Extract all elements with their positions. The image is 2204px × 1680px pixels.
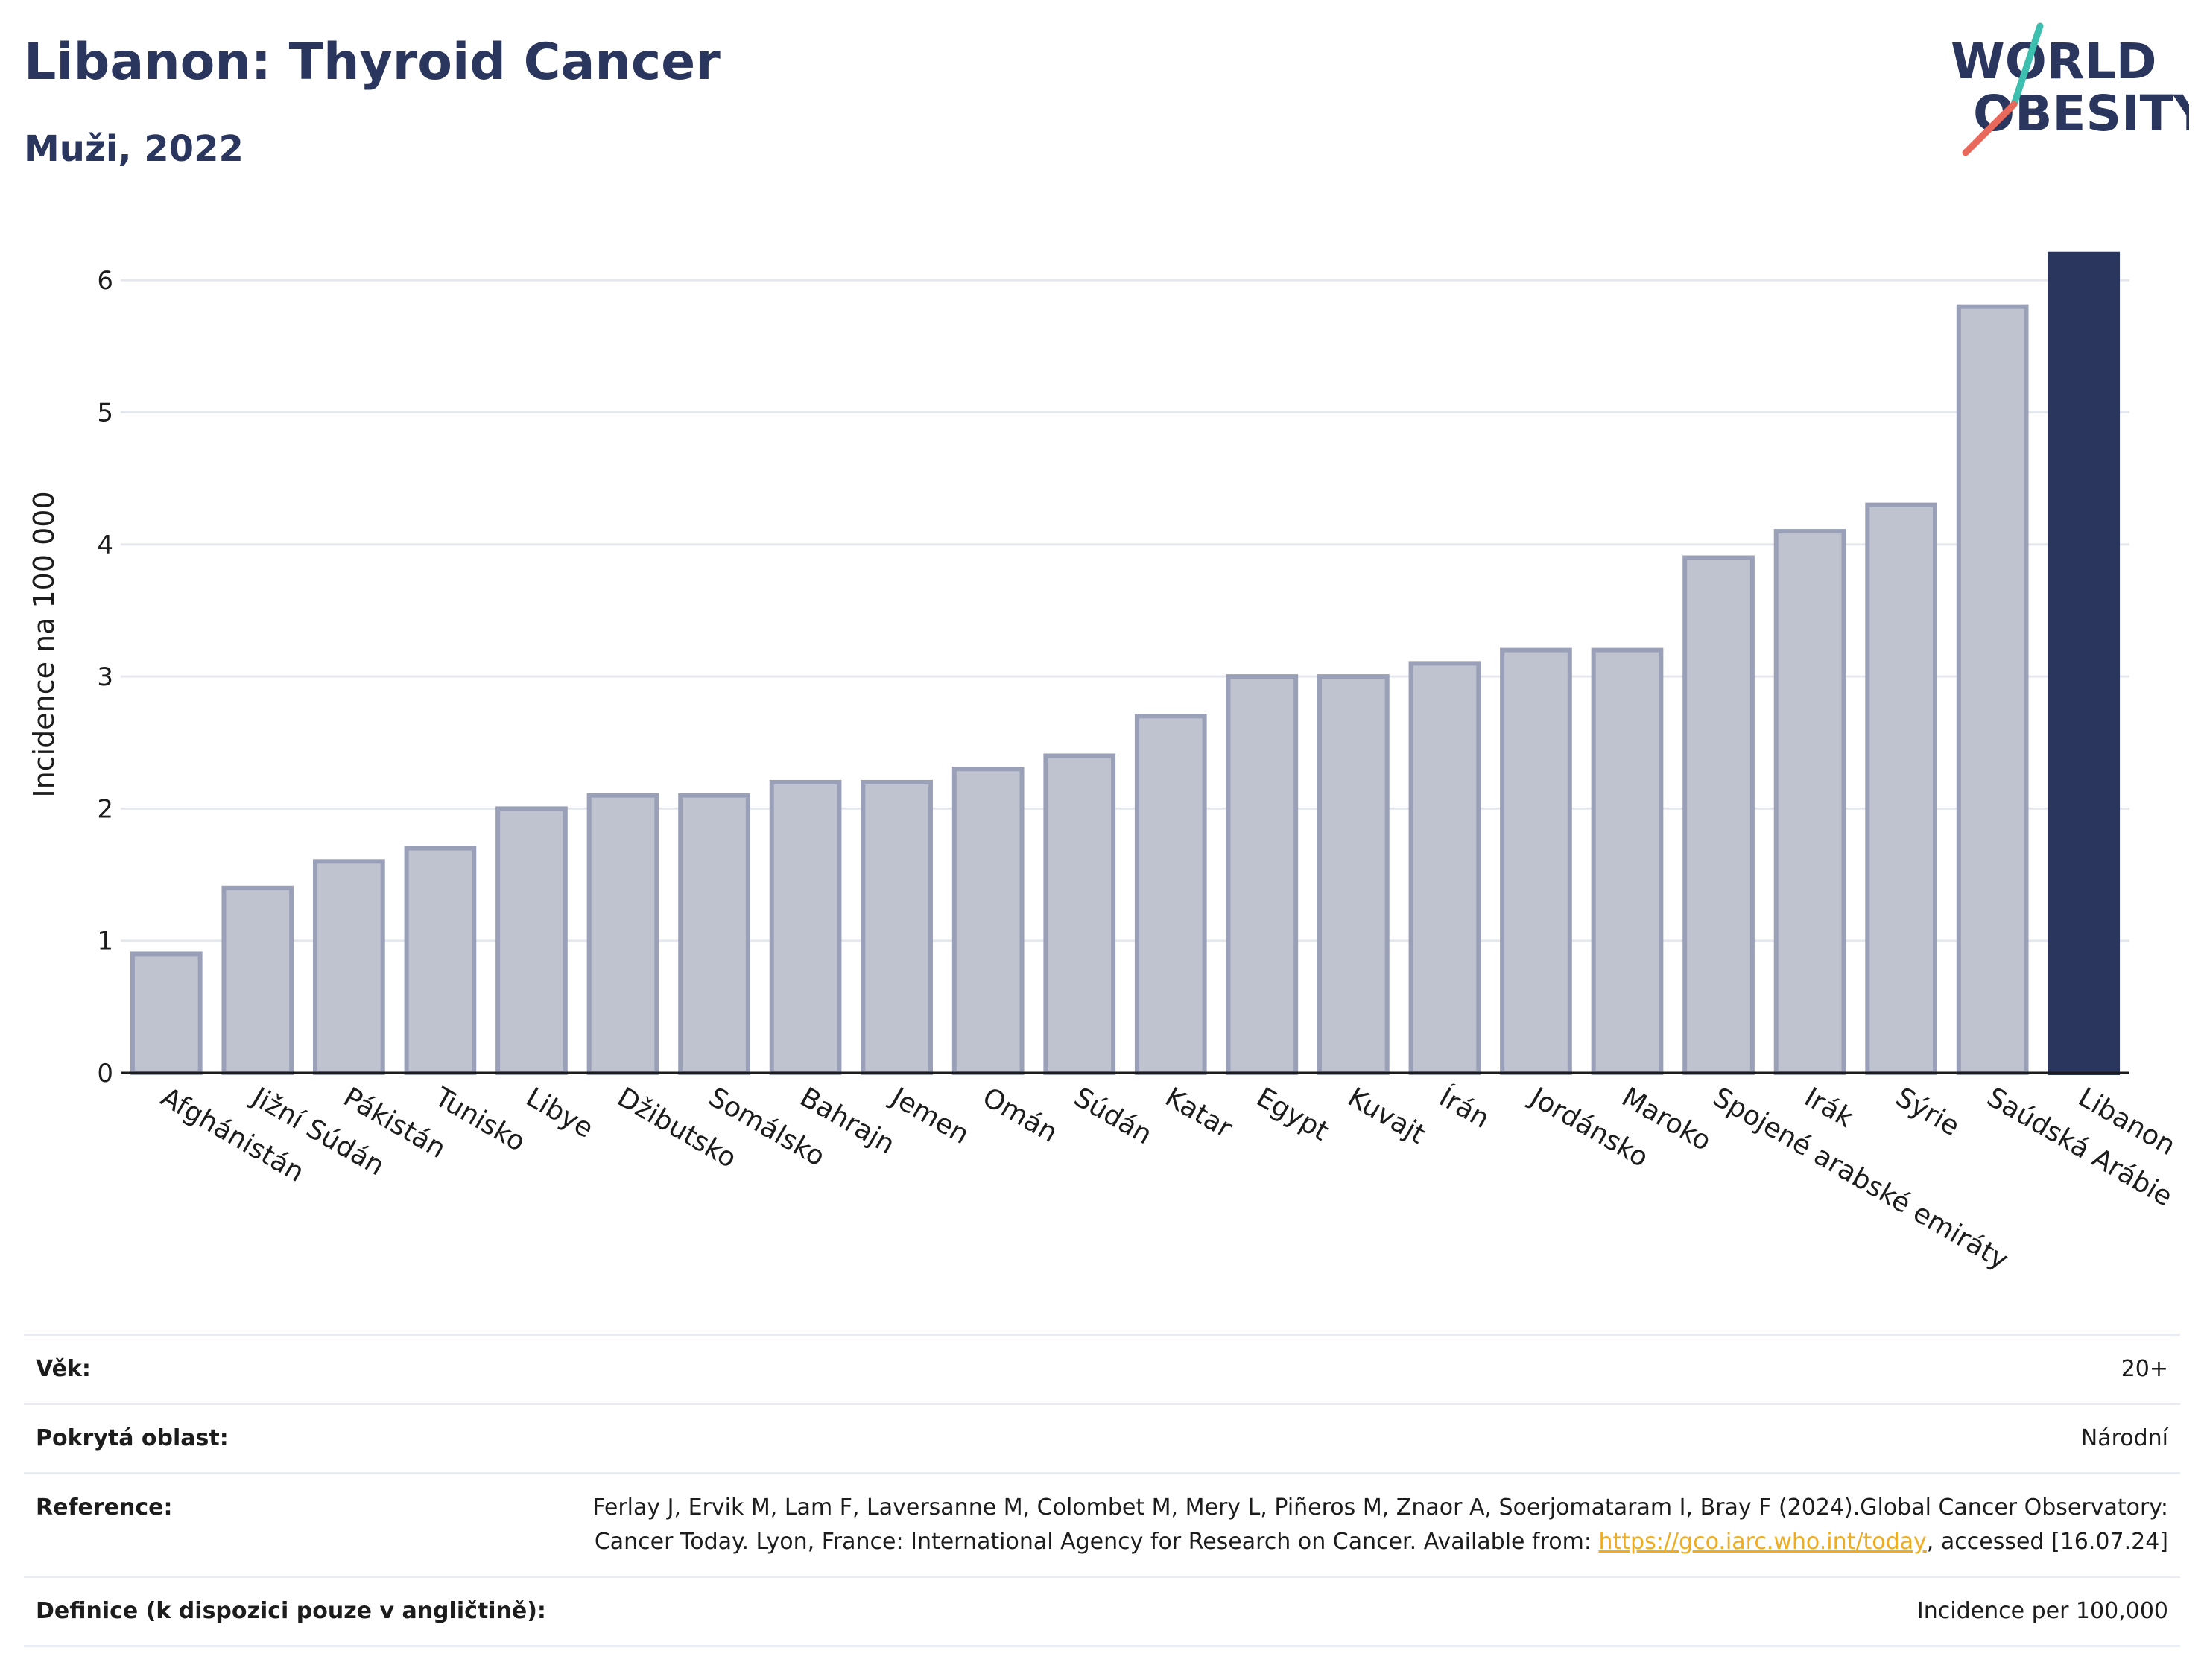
info-row-coverage: Pokrytá oblast: Národní [24,1403,2180,1474]
y-tick-label: 3 [97,662,113,692]
x-tick-label: Jemen [884,1081,974,1150]
bar [313,859,385,1076]
age-value: 20+ [569,1334,2180,1405]
definition-label: Definice (k dispozici pouze v angličtině… [24,1576,569,1647]
bar [1865,502,1937,1075]
world-obesity-logo: WORLD OBESITY [1951,22,2189,156]
info-row-age: Věk: 20+ [24,1334,2180,1405]
bar [1408,661,1481,1075]
y-axis-label: Incidence na 100 000 [28,491,60,797]
y-tick-label: 5 [97,398,113,428]
coverage-value: Národní [569,1403,2180,1474]
x-tick-label: Sýrie [1890,1082,1964,1142]
x-tick-label: Súdán [1068,1082,1157,1150]
bar [951,767,1025,1075]
bar [1226,674,1299,1075]
coverage-label: Pokrytá oblast: [24,1403,569,1474]
bar [1773,529,1846,1075]
reference-value: Ferlay J, Ervik M, Lam F, Laversanne M, … [569,1472,2180,1578]
x-tick-label: Kuvajt [1343,1082,1431,1150]
bar [404,846,477,1075]
reference-link[interactable]: https://gco.iarc.who.int/today [1598,1529,1927,1555]
bar [1591,647,1664,1075]
bar [769,779,842,1076]
x-tick-label: Libye [521,1082,598,1144]
bar [130,951,203,1076]
bar [1500,647,1572,1075]
age-label: Věk: [24,1334,569,1405]
bar [495,806,568,1076]
logo-slash-coral [1962,101,2018,156]
bar [2048,251,2121,1076]
x-tick-label: Irák [1799,1082,1859,1134]
y-tick-label: 2 [97,794,113,824]
x-tick-label: Egypt [1251,1082,1333,1147]
x-tick-label: Spojené arabské emiráty [1708,1082,2013,1275]
reference-text-1: Ferlay J, Ervik M, Lam F, Laversanne M, … [592,1494,2168,1555]
definition-value: Incidence per 100,000 [569,1576,2180,1647]
info-table: Věk: 20+ Pokrytá oblast: Národní Referen… [24,1334,2180,1647]
bar [861,779,933,1076]
logo-slash-teal [2010,22,2044,108]
info-row-reference: Reference: Ferlay J, Ervik M, Lam F, Lav… [24,1472,2180,1578]
x-tick-label: Írán [1434,1081,1495,1135]
chart-subtitle: Muži, 2022 [24,128,244,170]
y-tick-label: 1 [97,927,113,957]
x-tick-label: Katar [1160,1082,1238,1144]
bar [1134,714,1207,1075]
bars [130,251,2121,1076]
bar [678,793,750,1075]
bar [1682,555,1755,1075]
info-row-definition: Definice (k dispozici pouze v angličtině… [24,1576,2180,1647]
logo-word-world: WORLD [1951,33,2157,90]
y-tick-label: 0 [97,1059,113,1088]
bar [1043,753,1116,1075]
x-tick-label: Omán [978,1082,1063,1149]
reference-label: Reference: [24,1472,569,1578]
y-tick-labels: 0 1 2 3 4 5 6 [97,266,113,1088]
bar [221,885,294,1076]
y-tick-label: 4 [97,530,113,560]
bar [1956,304,2029,1076]
y-tick-label: 6 [97,266,113,296]
bar [586,793,659,1075]
reference-text-2: , accessed [16.07.24] [1926,1529,2168,1555]
chart-title: Libanon: Thyroid Cancer [24,33,721,92]
bar [1317,674,1390,1075]
